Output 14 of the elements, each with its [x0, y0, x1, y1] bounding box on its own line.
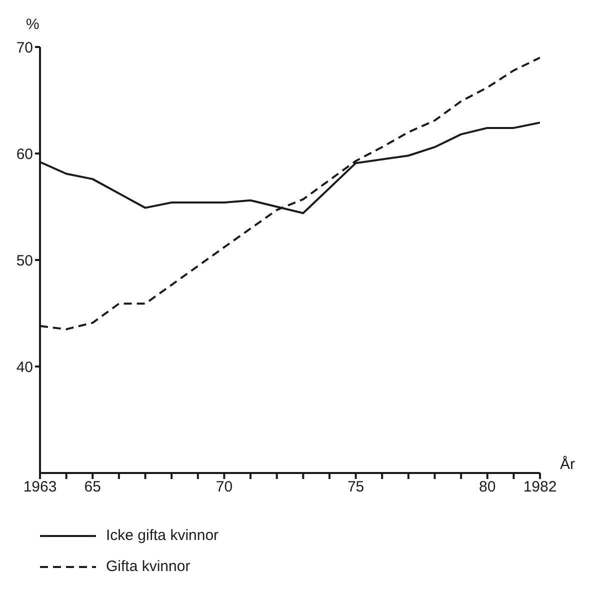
x-tick-label: 70	[216, 478, 233, 496]
x-axis-title: År	[560, 456, 575, 473]
y-tick-label: 60	[16, 146, 33, 163]
x-tick-label: 1982	[523, 478, 557, 496]
legend-label: Gifta kvinnor	[106, 558, 190, 575]
x-tick-label: 75	[347, 478, 364, 496]
x-tick-label: 80	[479, 478, 496, 496]
x-tick-label: 65	[84, 478, 101, 496]
y-tick-label: 70	[16, 39, 33, 56]
y-axis-title: %	[26, 16, 40, 33]
y-tick-label: 40	[16, 358, 33, 376]
x-tick-label: 1963	[23, 478, 57, 496]
legend-label: Icke gifta kvinnor	[106, 527, 219, 544]
y-tick-label: 50	[16, 252, 33, 270]
